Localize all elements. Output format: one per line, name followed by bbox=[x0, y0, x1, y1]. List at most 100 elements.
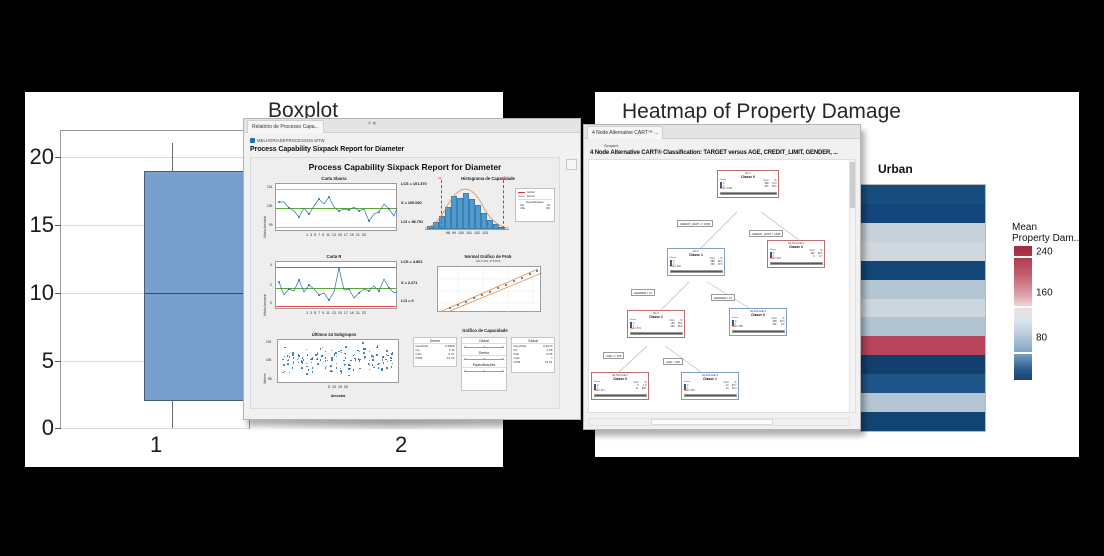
minitab-tabbar: Relatório de Processo Capa... ˅ ✕ bbox=[244, 119, 580, 133]
cart-node-terminal-1[interactable]: Nó Terminal 1 Classe 0 Classe Cont% 0 400 9… bbox=[767, 240, 825, 268]
spec-row-label: LIE bbox=[520, 204, 524, 207]
cart-horizontal-scrollbar[interactable] bbox=[588, 418, 850, 426]
cart-tabbar: 4 Node Alternative CART™ ... bbox=[584, 125, 860, 139]
node-row-pct: 1.9 bbox=[643, 384, 647, 387]
y-tick-label: 5 bbox=[41, 348, 54, 373]
scatter-point bbox=[287, 363, 289, 365]
scatter-point bbox=[321, 355, 323, 357]
scatter-point bbox=[325, 365, 328, 368]
subgroup-xticks: 5 10 15 20 bbox=[328, 385, 348, 389]
y-tick-label: 15 bbox=[29, 212, 54, 237]
node-total: Total = 1345 bbox=[719, 188, 733, 190]
sixpack-chart-title: Process Capability Sixpack Report for Di… bbox=[308, 162, 502, 172]
node-row-pct: 37.6 bbox=[717, 263, 723, 266]
heatmap-cell bbox=[861, 317, 985, 337]
node-row-label: 1 bbox=[735, 323, 737, 326]
scatter-point bbox=[371, 364, 374, 366]
tab-controls[interactable]: ˅ ✕ bbox=[368, 121, 377, 127]
cart-node-terminal-3[interactable]: Nó Terminal 3 Classe 1 Classe Cont% 0 13 50… bbox=[681, 372, 739, 400]
node-row-count: 190 bbox=[670, 322, 675, 325]
node-row-label: 1 bbox=[673, 263, 675, 266]
y-tick-label: 20 bbox=[29, 144, 54, 169]
probplot-plot bbox=[437, 266, 542, 313]
cart-node-root[interactable]: Nó 1 Classe 0 Classe Cont% 0 988 73.4 1 357 2… bbox=[717, 170, 779, 198]
median-line bbox=[145, 293, 244, 294]
stat-value: 1.11 bbox=[448, 348, 455, 352]
legend-item: Dentro bbox=[527, 194, 535, 198]
spec-row-label: LSE bbox=[520, 207, 525, 210]
scatter-point bbox=[363, 357, 366, 360]
scatter-point bbox=[376, 354, 378, 356]
legend-title-line2: Property Dam... bbox=[1012, 233, 1083, 244]
heatmap-cell bbox=[861, 203, 985, 223]
scatter-point bbox=[338, 350, 340, 353]
scatter-point bbox=[317, 363, 319, 365]
heatmap-slide-title: Heatmap of Property Damage bbox=[622, 100, 901, 123]
node-row-label: 1 bbox=[687, 387, 689, 390]
stat-label: DesvPad bbox=[415, 344, 429, 348]
cart-subtitle: Scoped: bbox=[604, 143, 619, 148]
r-center-note: X = 2.271 bbox=[401, 281, 418, 285]
panel-title: Carta R bbox=[326, 254, 342, 259]
boxplot-x-label-2: 2 bbox=[395, 432, 408, 457]
node-row-count: 588 bbox=[710, 260, 715, 263]
split-label: CREDIT_LIMIT > 1545 bbox=[749, 230, 784, 237]
tab-cart-classification[interactable]: 4 Node Alternative CART™ ... bbox=[587, 126, 664, 139]
scatter-point bbox=[368, 364, 371, 366]
cart-window[interactable]: 4 Node Alternative CART™ ... Scoped: 4 N… bbox=[583, 124, 861, 430]
scatter-point bbox=[324, 350, 327, 353]
scatter-point bbox=[333, 353, 336, 355]
cart-node-terminal-4[interactable]: Nó Terminal 4 Classe 0 Classe Cont% 0 398 9… bbox=[729, 308, 787, 336]
scatter-point bbox=[316, 353, 319, 355]
node-total: Total = 574 bbox=[629, 328, 641, 330]
scatter-point bbox=[362, 342, 364, 344]
spec-row-value: 99 bbox=[547, 204, 550, 207]
scatter-point bbox=[301, 357, 304, 359]
minitab-window[interactable]: Relatório de Processo Capa... ˅ ✕ MELHOR… bbox=[243, 118, 581, 420]
spec-lse-mark: LSE bbox=[500, 177, 505, 180]
panel-xbar-chart: Carta Xbarra Média Amostral bbox=[259, 176, 427, 244]
node-total: Total = 317 bbox=[593, 390, 605, 392]
subgroup-scatter bbox=[277, 339, 399, 383]
xbar-lcl-note: LCI = 98.751 bbox=[401, 220, 424, 224]
scatter-point bbox=[331, 370, 333, 373]
cart-node-3[interactable]: Nó 3 Classe 1 Classe Cont% 0 190 33.1 1 384 6… bbox=[627, 310, 685, 338]
stat-value: 0.5966 bbox=[445, 344, 455, 348]
scatter-point bbox=[340, 370, 342, 372]
scatter-point bbox=[298, 355, 300, 357]
scatter-point bbox=[306, 354, 309, 356]
scatter-point bbox=[391, 353, 393, 355]
tab-process-capability[interactable]: Relatório de Processo Capa... bbox=[247, 120, 324, 133]
xbar-xticks: 1 3 5 7 9 11 13 15 17 19 21 23 bbox=[306, 233, 366, 237]
scatter-point bbox=[316, 358, 319, 360]
cart-node-2[interactable]: Nó 2 Classe 1 Classe Cont% 0 588 62.4 1 354 3… bbox=[667, 248, 725, 276]
cart-node-terminal-2[interactable]: Nó Terminal 2 Classe 0 Classe Cont% 0 6 1.9… bbox=[591, 372, 649, 400]
scatter-point bbox=[287, 358, 290, 361]
scatter-point bbox=[390, 359, 392, 362]
spec-row-value: 100 bbox=[545, 207, 550, 210]
scroll-thumb[interactable] bbox=[850, 162, 855, 208]
legend-item: Global bbox=[527, 190, 535, 194]
scatter-point bbox=[345, 346, 347, 348]
scatter-point bbox=[286, 355, 289, 357]
heatmap-cell bbox=[861, 279, 985, 299]
panel-ylabel: Média Amostral bbox=[263, 294, 267, 316]
heatmap-cell bbox=[861, 222, 985, 242]
scatter-point bbox=[288, 356, 291, 358]
report-options-button[interactable] bbox=[566, 159, 577, 170]
y-tick: 100 bbox=[266, 358, 272, 362]
scatter-point bbox=[292, 357, 295, 359]
bar-label: Especificações bbox=[462, 362, 506, 368]
scatter-point bbox=[282, 358, 284, 361]
rchart-plot bbox=[275, 261, 398, 309]
node-row-pct: 49.3 bbox=[731, 387, 737, 390]
scatter-point bbox=[376, 345, 379, 347]
node-row-count: 11 bbox=[636, 387, 639, 390]
node-row-count: 6 bbox=[637, 384, 639, 387]
scatter-point bbox=[284, 346, 286, 349]
xbar-ucl-note: LCS = 101.370 bbox=[401, 182, 427, 186]
scatter-point bbox=[287, 359, 289, 362]
scroll-thumb[interactable] bbox=[651, 419, 773, 425]
cart-vertical-scrollbar[interactable] bbox=[849, 159, 856, 413]
